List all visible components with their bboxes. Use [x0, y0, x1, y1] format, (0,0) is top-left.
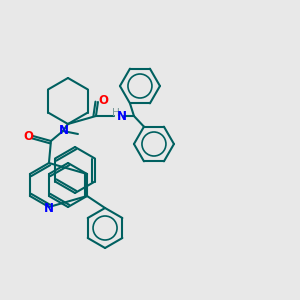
- Text: H: H: [112, 108, 120, 118]
- Text: N: N: [44, 202, 54, 214]
- Text: O: O: [98, 94, 108, 106]
- Text: O: O: [23, 130, 33, 142]
- Text: N: N: [117, 110, 127, 122]
- Text: N: N: [59, 124, 69, 137]
